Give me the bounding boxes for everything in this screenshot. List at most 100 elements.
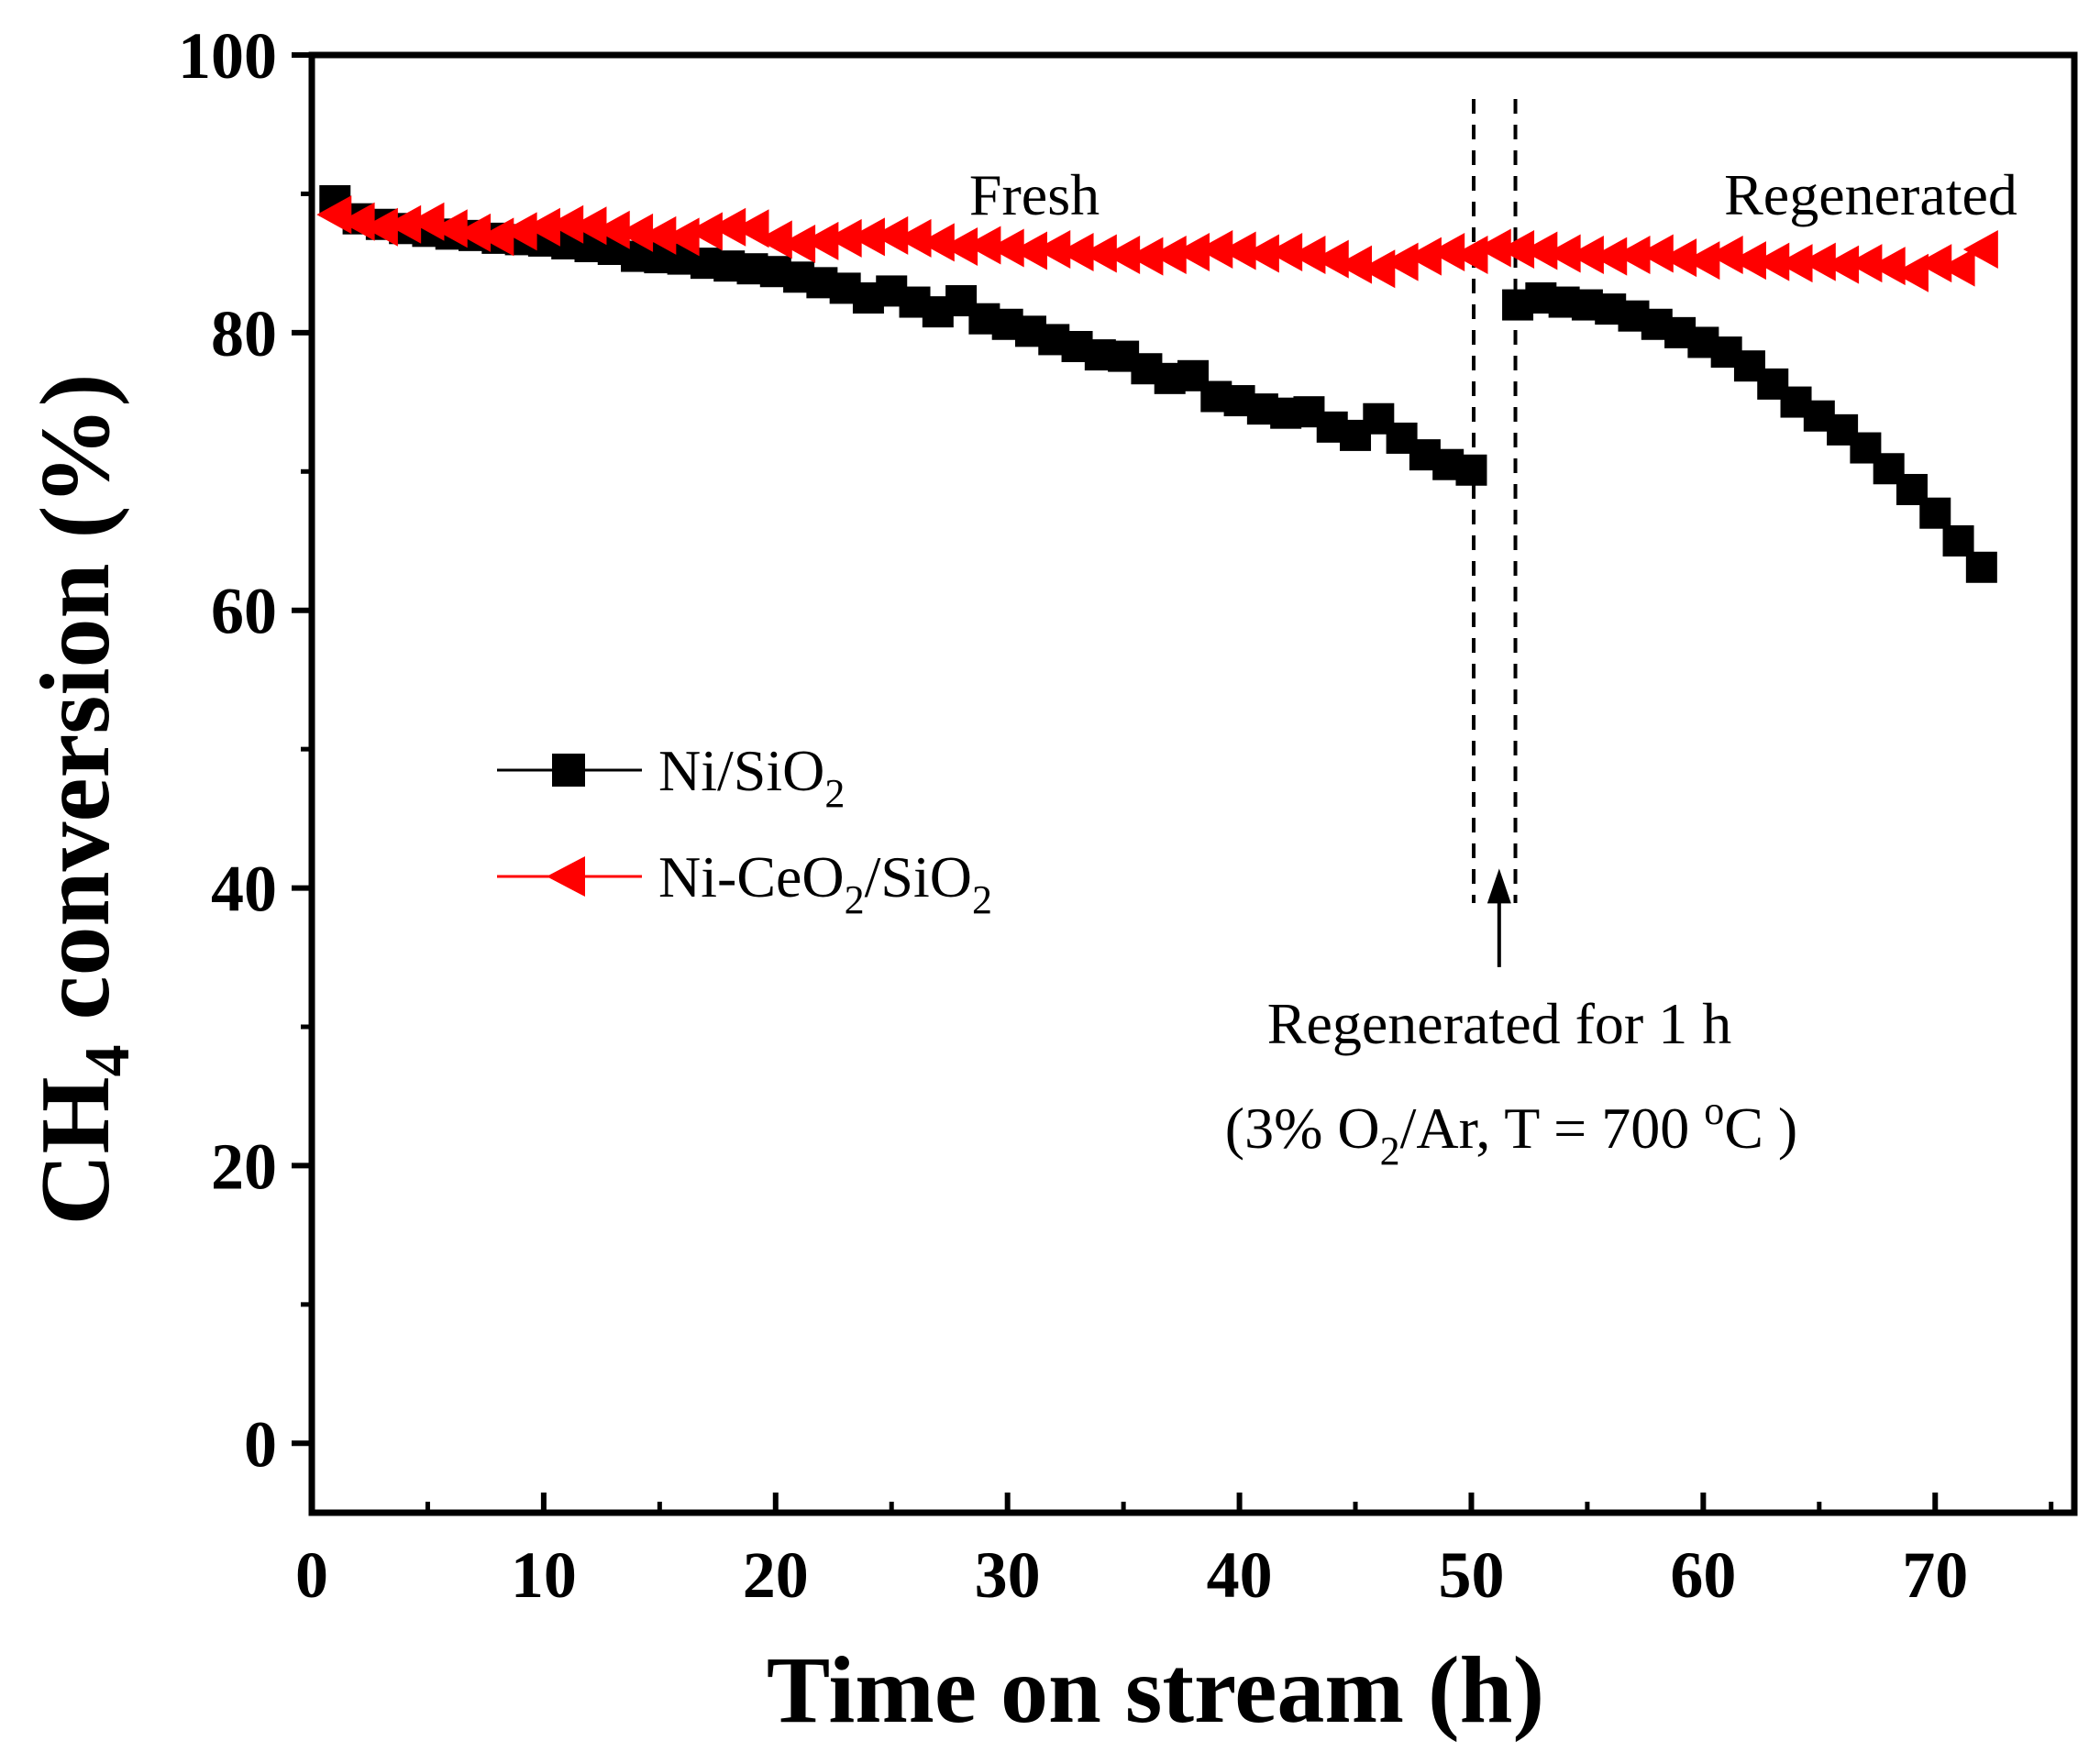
data-point-triangle [849, 217, 885, 257]
x-tick-label: 70 [1902, 1538, 1968, 1612]
data-point-triangle [1035, 230, 1071, 269]
x-tick-label: 60 [1670, 1538, 1736, 1612]
data-point-square [1942, 525, 1974, 556]
data-point-triangle [525, 207, 560, 247]
data-point-triangle [826, 218, 862, 258]
regen-note-part2: /Ar, T = 700 [1400, 1096, 1705, 1161]
data-point-triangle [1522, 231, 1558, 270]
data-point-triangle [943, 226, 978, 266]
x-tick-label: 30 [975, 1538, 1041, 1612]
data-point-triangle [1175, 233, 1210, 272]
data-point-triangle [362, 207, 398, 247]
data-point-triangle [1430, 233, 1465, 272]
data-point-triangle [1777, 244, 1813, 283]
data-point-triangle [989, 228, 1024, 268]
regeneration-lines [1472, 99, 1518, 967]
regeneration-note-line2: (3% O2/Ar, T = 700 oC ) [1225, 1088, 1797, 1174]
data-point-square [1965, 551, 1997, 583]
data-point-triangle [1754, 242, 1790, 281]
data-point-triangle [1406, 237, 1442, 276]
data-point-triangle [873, 215, 909, 255]
data-point-triangle [919, 223, 955, 262]
legend-label-ni-ceo2-sio2-main: Ni-CeO [658, 844, 845, 909]
y-tick-label: 0 [244, 1407, 277, 1481]
legend-marker-ni-sio2 [552, 754, 585, 787]
legend-marker-ni-ceo2-sio2 [547, 856, 585, 897]
data-point-triangle [1221, 231, 1256, 270]
axis-ticks: 0 10 20 30 40 50 60 70 0 20 40 60 80 100 [178, 19, 2054, 1612]
data-point-square [1455, 454, 1487, 486]
x-tick-label: 40 [1207, 1538, 1273, 1612]
y-tick-label: 80 [211, 297, 277, 370]
data-point-triangle [1800, 242, 1836, 281]
data-point-triangle [1360, 249, 1396, 289]
x-tick-label: 20 [743, 1538, 809, 1612]
data-point-triangle [1847, 244, 1883, 283]
data-point-triangle [1105, 236, 1141, 275]
legend: Ni/SiO2 Ni-CeO2/SiO2 [497, 738, 992, 922]
data-point-square [1919, 497, 1951, 529]
data-point-triangle [641, 215, 677, 255]
data-point-triangle [502, 212, 537, 251]
data-point-triangle [409, 202, 445, 241]
data-point-triangle [1545, 234, 1581, 273]
legend-label-ni-ceo2-sio2: Ni-CeO2/SiO2 [658, 844, 992, 922]
y-tick-label: 20 [211, 1129, 277, 1203]
data-point-triangle [316, 195, 352, 235]
data-point-triangle [618, 213, 654, 252]
data-point-triangle [1824, 245, 1860, 284]
series-layer [316, 185, 1998, 583]
data-point-triangle [687, 212, 723, 251]
regen-note-sup: o [1704, 1088, 1724, 1133]
x-tick-label: 50 [1438, 1538, 1504, 1612]
data-point-triangle [1011, 231, 1047, 270]
regen-note-part3: C ) [1724, 1096, 1797, 1161]
regeneration-note-line1: Regenerated for 1 h [1267, 991, 1731, 1056]
data-point-triangle [339, 202, 375, 241]
data-point-triangle [896, 218, 932, 258]
data-point-triangle [664, 217, 700, 257]
data-point-triangle [757, 220, 792, 259]
data-point-triangle [711, 207, 746, 247]
data-point-triangle [1267, 233, 1303, 272]
data-point-triangle [432, 209, 468, 248]
data-point-triangle [1198, 230, 1233, 269]
data-point-triangle [1708, 236, 1743, 275]
data-point-triangle [1917, 244, 1952, 283]
y-tick-label: 40 [211, 853, 277, 926]
legend-label-ni-sio2: Ni/SiO2 [658, 738, 845, 816]
data-point-triangle [1499, 230, 1535, 269]
data-point-triangle [1870, 247, 1906, 286]
legend-label-ni-ceo2-sio2-rest: /SiO [865, 844, 972, 909]
data-point-triangle [571, 206, 607, 246]
fresh-label: Fresh [969, 162, 1100, 227]
data-point-triangle [1151, 236, 1187, 275]
data-point-triangle [1243, 234, 1279, 273]
y-tick-label: 100 [178, 19, 277, 93]
legend-label-ni-sio2-main: Ni/SiO [658, 738, 824, 803]
series-ni-ceo2-sio2 [316, 195, 1998, 292]
data-point-triangle [1615, 236, 1651, 275]
data-point-triangle [1592, 237, 1628, 276]
data-point-triangle [1383, 242, 1419, 281]
data-point-triangle [1962, 230, 1998, 269]
data-point-triangle [780, 224, 816, 263]
regen-note-sub: 2 [1380, 1129, 1400, 1174]
data-point-triangle [479, 217, 514, 257]
data-point-triangle [1453, 236, 1488, 275]
legend-label-ni-ceo2-sio2-sub: 2 [845, 877, 865, 922]
legend-label-ni-ceo2-sio2-sub2: 2 [972, 877, 992, 922]
data-point-triangle [1662, 238, 1697, 278]
x-tick-label: 0 [295, 1538, 328, 1612]
data-point-triangle [803, 221, 839, 260]
data-point-triangle [1128, 237, 1164, 276]
data-point-triangle [1081, 234, 1117, 273]
legend-label-ni-sio2-sub: 2 [824, 771, 845, 816]
data-point-triangle [1940, 248, 1975, 287]
x-axis-title: Time on stream (h) [767, 1637, 1544, 1743]
data-point-triangle [548, 204, 584, 244]
y-axis-title: CH4 conversion (%) [21, 374, 143, 1226]
data-point-triangle [1290, 236, 1326, 275]
